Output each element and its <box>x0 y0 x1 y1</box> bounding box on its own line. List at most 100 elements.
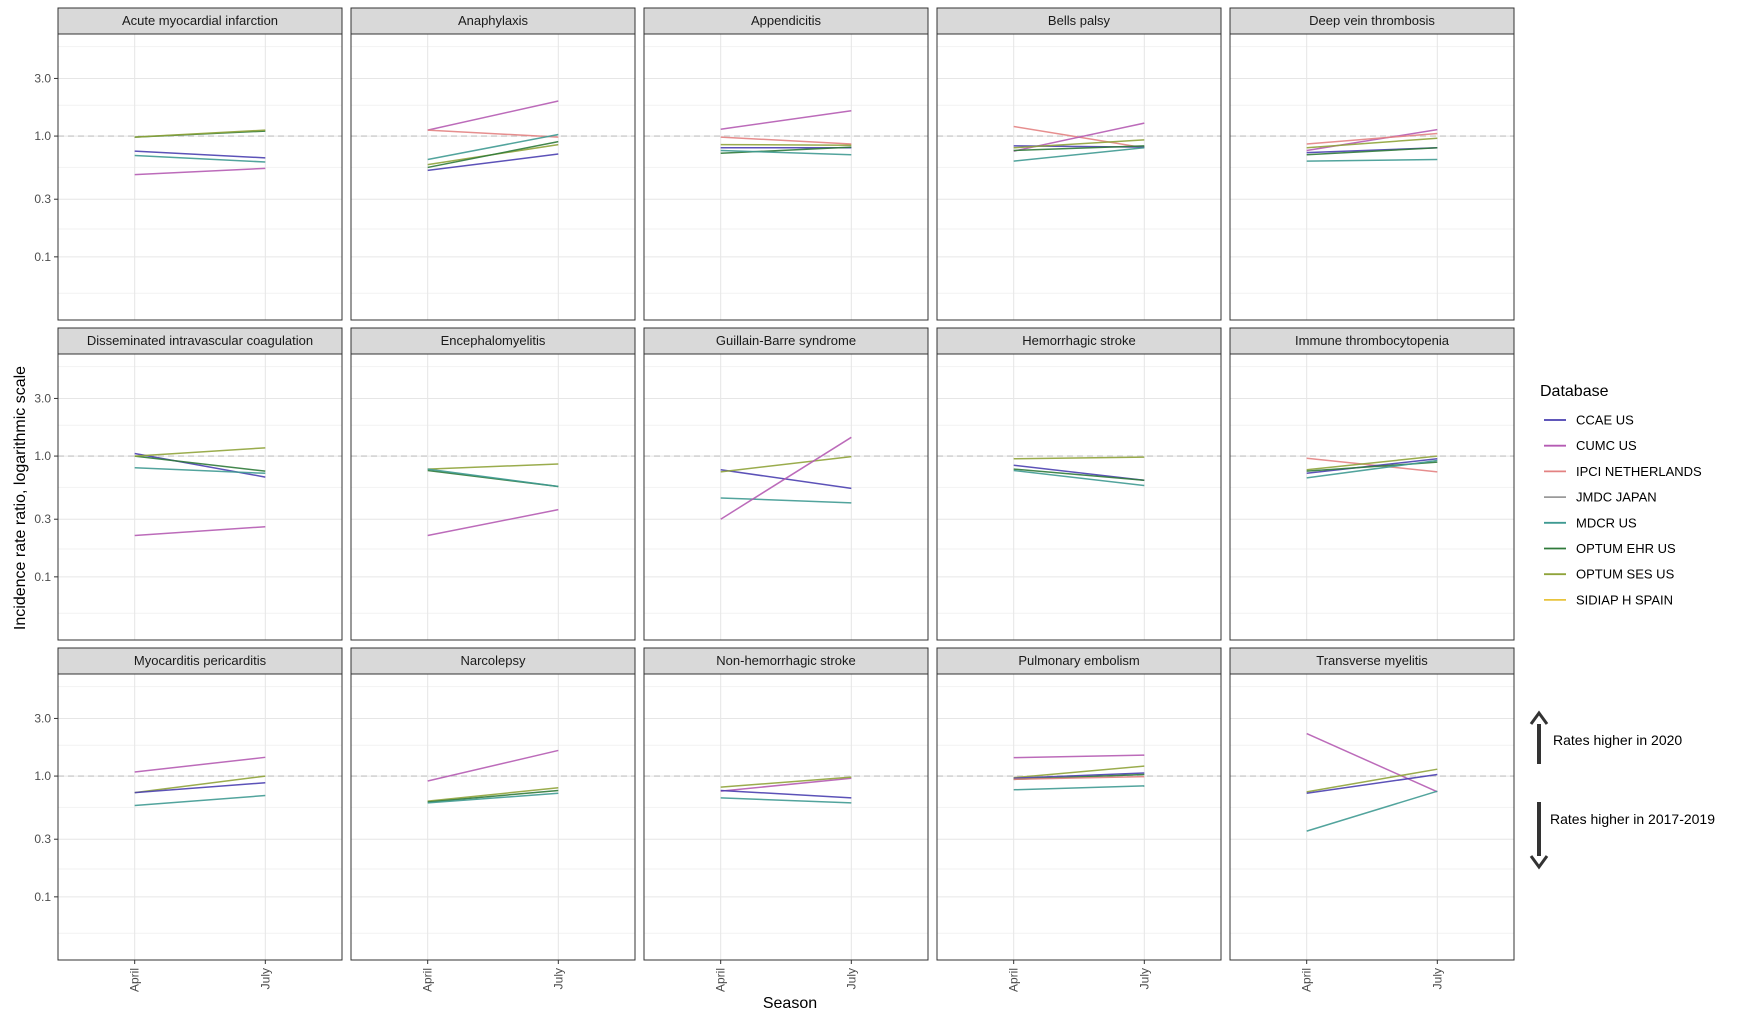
y-tick-label: 0.3 <box>34 512 51 526</box>
facet-panel: Bells palsy <box>936 7 1222 321</box>
series-line-mdcr-us <box>1013 147 1145 162</box>
plot-background <box>644 354 928 640</box>
panel-border <box>643 673 929 961</box>
legend-label: OPTUM EHR US <box>1576 541 1676 556</box>
annotations: Rates higher in 2020 Rates higher in 2017… <box>1529 710 1715 870</box>
facet-panel: Transverse myelitis April July <box>1229 647 1515 992</box>
y-tick-label: 0.1 <box>34 250 51 264</box>
series-line-optum-ehr-us <box>1306 147 1438 156</box>
y-tick-label: 3.0 <box>34 391 51 405</box>
series-line-ipci-netherlands <box>1306 132 1438 145</box>
series-line-ccae-us <box>1306 773 1438 795</box>
series-line-cumc-us <box>1013 754 1145 759</box>
series-line-optum-ses-us <box>1306 455 1438 471</box>
x-tick-label: April <box>714 968 728 992</box>
facet-title: Deep vein thrombosis <box>1309 13 1435 28</box>
facet-strip <box>643 7 929 35</box>
panel-border <box>1229 673 1515 961</box>
series-line-mdcr-us <box>1013 785 1145 791</box>
y-tick-label: 1.0 <box>34 449 51 463</box>
plot-background <box>1230 34 1514 320</box>
panel-border <box>643 33 929 321</box>
series-line-optum-ehr-us <box>427 789 559 803</box>
series-line-cumc-us <box>427 508 559 537</box>
series-line-ipci-netherlands <box>720 136 852 145</box>
series-line-ccae-us <box>427 153 559 172</box>
panel-border <box>936 33 1222 321</box>
series-line-mdcr-us <box>720 497 852 504</box>
series-line-cumc-us <box>134 756 266 773</box>
facet-strip <box>57 327 343 355</box>
facet-title: Immune thrombocytopenia <box>1295 333 1450 348</box>
panel-border <box>57 353 343 641</box>
series-line-optum-ses-us <box>1013 139 1145 149</box>
panel-border <box>350 353 636 641</box>
facet-panel: Non-hemorrhagic stroke April July <box>643 647 929 992</box>
series-line-ipci-netherlands <box>1013 775 1145 781</box>
facet-strip <box>936 327 1222 355</box>
plot-background <box>1230 674 1514 960</box>
plot-background <box>1230 354 1514 640</box>
series-line-optum-ehr-us <box>1013 468 1145 482</box>
series-line-cumc-us <box>427 749 559 782</box>
series-line-cumc-us <box>1306 128 1438 152</box>
series-line-cumc-us <box>134 167 266 176</box>
panel-border <box>936 673 1222 961</box>
facet-title: Acute myocardial infarction <box>122 13 278 28</box>
plot-background <box>58 674 342 960</box>
legend-label: OPTUM SES US <box>1576 567 1675 582</box>
series-line-optum-ses-us <box>720 455 852 473</box>
series-line-mdcr-us <box>134 794 266 807</box>
plot-background <box>351 354 635 640</box>
facet-panel: Deep vein thrombosis <box>1229 7 1515 321</box>
series-line-optum-ses-us <box>134 775 266 794</box>
facet-title: Transverse myelitis <box>1316 653 1428 668</box>
y-axis-title: Incidence rate ratio, logarithmic scale <box>12 366 29 630</box>
legend-title: Database <box>1540 383 1609 400</box>
plot-background <box>937 354 1221 640</box>
facet-title: Narcolepsy <box>460 653 526 668</box>
series-line-optum-ehr-us <box>134 455 266 472</box>
x-tick-label: April <box>421 968 435 992</box>
plot-background <box>351 34 635 320</box>
facet-title: Myocarditis pericarditis <box>134 653 267 668</box>
series-line-mdcr-us <box>427 133 559 161</box>
facet-title: Disseminated intravascular coagulation <box>87 333 313 348</box>
series-line-ipci-netherlands <box>1306 457 1438 473</box>
series-line-mdcr-us <box>134 467 266 475</box>
facet-panel: Acute myocardial infarction 0.1 0.3 1.0 3.0 <box>34 7 343 321</box>
legend-label: CUMC US <box>1576 438 1637 453</box>
x-tick-label: July <box>551 968 565 989</box>
y-tick-label: 0.3 <box>34 832 51 846</box>
facet-panel: Appendicitis <box>643 7 929 321</box>
facet-title: Anaphylaxis <box>458 13 529 28</box>
panel-border <box>936 353 1222 641</box>
series-line-ccae-us <box>720 789 852 799</box>
x-tick-label: April <box>1007 968 1021 992</box>
panel-border <box>350 33 636 321</box>
panel-border <box>1229 353 1515 641</box>
legend-label: CCAE US <box>1576 413 1634 428</box>
y-tick-label: 3.0 <box>34 71 51 85</box>
x-tick-label: April <box>1300 968 1314 992</box>
facet-strip <box>1229 7 1515 35</box>
series-line-mdcr-us <box>134 154 266 163</box>
facet-panel: Disseminated intravascular coagulation 0.… <box>34 327 343 641</box>
x-tick-label: July <box>1430 968 1444 989</box>
facet-panel: Hemorrhagic stroke <box>936 327 1222 641</box>
facet-title: Encephalomyelitis <box>441 333 546 348</box>
series-line-cumc-us <box>427 100 559 131</box>
series-line-mdcr-us <box>1013 469 1145 487</box>
panel-border <box>57 673 343 961</box>
facet-title: Hemorrhagic stroke <box>1022 333 1135 348</box>
series-line-ccae-us <box>134 782 266 794</box>
panel-border <box>1229 33 1515 321</box>
x-tick-label: July <box>844 968 858 989</box>
facet-strip <box>350 647 636 675</box>
facet-strip <box>936 647 1222 675</box>
y-tick-label: 1.0 <box>34 129 51 143</box>
facet-strip <box>57 647 343 675</box>
series-line-optum-ses-us <box>134 447 266 457</box>
series-line-mdcr-us <box>427 468 559 488</box>
series-line-ipci-netherlands <box>427 129 559 138</box>
